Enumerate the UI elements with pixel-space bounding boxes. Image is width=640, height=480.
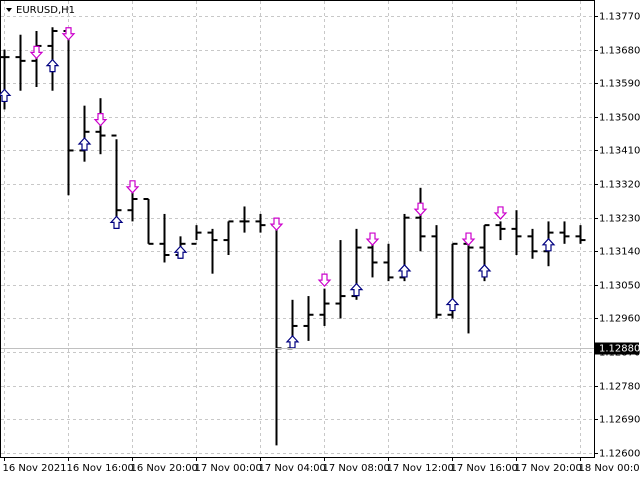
last-price-label: 1.12880: [599, 344, 640, 355]
sell-arrow: [317, 273, 332, 288]
y-tick-label: 1.13680: [599, 46, 640, 57]
y-tick-label: 1.12960: [599, 314, 640, 325]
chart-title: EURUSD,H1: [16, 5, 75, 16]
buy-arrow: [109, 215, 124, 230]
sell-arrow: [493, 206, 508, 220]
x-tick-label: 17 Nov 20:00: [515, 463, 582, 474]
buy-arrow: [0, 88, 12, 103]
buy-arrow: [541, 237, 556, 252]
y-tick-label: 1.13410: [599, 146, 640, 157]
x-tick-label: 17 Nov 00:00: [195, 463, 262, 474]
last-price-box: [595, 342, 639, 355]
x-tick-label: 17 Nov 08:00: [323, 463, 390, 474]
buy-arrow: [77, 137, 92, 151]
buy-arrow: [349, 282, 364, 297]
x-tick-label: 16 Nov 20:00: [131, 463, 198, 474]
buy-arrow: [477, 264, 492, 278]
sell-arrow: [125, 180, 140, 194]
buy-arrow: [397, 264, 412, 278]
y-tick-label: 1.12600: [599, 449, 640, 460]
buy-arrow: [445, 297, 460, 312]
y-tick-label: 1.13140: [599, 247, 640, 258]
sell-arrow: [269, 217, 284, 232]
y-tick-label: 1.12780: [599, 382, 640, 393]
y-tick-label: 1.12690: [599, 415, 640, 426]
y-tick-label: 1.13320: [599, 180, 640, 191]
sell-arrow: [29, 45, 44, 60]
marks: [0, 27, 586, 446]
y-tick-label: 1.13050: [599, 281, 640, 292]
buy-arrow: [45, 58, 60, 73]
sell-arrow: [413, 202, 428, 217]
plot-frame: [0, 0, 595, 458]
sell-arrow: [61, 27, 76, 41]
x-tick-label: 17 Nov 12:00: [387, 463, 454, 474]
y-tick-label: 1.13230: [599, 214, 640, 225]
sell-arrow: [365, 232, 380, 246]
x-tick-label: 17 Nov 16:00: [451, 463, 518, 474]
x-tick-label: 16 Nov 2021: [3, 463, 67, 474]
x-tick-label: 18 Nov 00:00: [579, 463, 640, 474]
y-tick-label: 1.13590: [599, 79, 640, 90]
menu-triangle[interactable]: [6, 8, 12, 12]
sell-arrow: [461, 232, 476, 246]
y-tick-label: 1.13500: [599, 113, 640, 124]
buy-arrow: [285, 334, 300, 349]
x-tick-label: 17 Nov 04:00: [259, 463, 326, 474]
buy-arrow: [173, 245, 188, 259]
y-tick-label: 1.13770: [599, 12, 640, 23]
x-tick-label: 16 Nov 16:00: [67, 463, 134, 474]
sell-arrow: [93, 112, 108, 127]
